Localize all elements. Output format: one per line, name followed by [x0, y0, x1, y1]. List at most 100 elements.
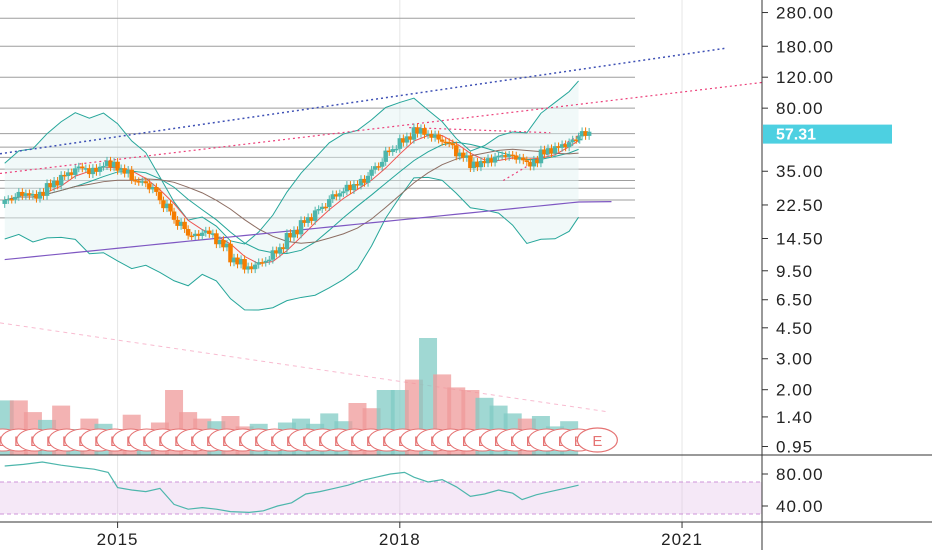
candle-body[interactable]: [62, 174, 67, 177]
candle-body[interactable]: [415, 127, 420, 134]
candle-body[interactable]: [341, 191, 346, 194]
candle-body[interactable]: [122, 168, 127, 174]
candle-body[interactable]: [136, 181, 142, 183]
candle-body[interactable]: [154, 187, 159, 192]
candle-body[interactable]: [586, 131, 592, 136]
candle-body[interactable]: [235, 257, 240, 265]
candle-body[interactable]: [185, 229, 191, 236]
candle-body[interactable]: [73, 168, 78, 175]
candle-body[interactable]: [140, 181, 145, 183]
candle-body[interactable]: [521, 157, 526, 161]
candle-body[interactable]: [563, 144, 568, 148]
candle-body[interactable]: [288, 232, 293, 238]
candle-body[interactable]: [579, 131, 585, 137]
candle-body[interactable]: [129, 169, 134, 180]
candle-body[interactable]: [355, 184, 360, 186]
candle-body[interactable]: [549, 148, 554, 154]
candle-body[interactable]: [577, 138, 582, 141]
candle-body[interactable]: [157, 191, 163, 201]
candle-body[interactable]: [337, 193, 343, 197]
candle-body[interactable]: [348, 184, 353, 191]
candle-body[interactable]: [471, 161, 477, 169]
candle-body[interactable]: [97, 166, 103, 172]
candle-body[interactable]: [583, 131, 588, 136]
candle-body[interactable]: [55, 180, 60, 186]
oscillator-axis[interactable]: 80.00 40.00: [762, 465, 824, 516]
candle-body[interactable]: [249, 266, 254, 270]
candle-body[interactable]: [143, 181, 149, 184]
candle-body[interactable]: [327, 199, 332, 208]
candle-body[interactable]: [372, 166, 378, 170]
candle-body[interactable]: [178, 221, 184, 226]
candle-body[interactable]: [323, 206, 328, 209]
candle-body[interactable]: [334, 194, 339, 197]
candle-body[interactable]: [132, 179, 138, 182]
trendline-blue-dotted[interactable]: [0, 47, 725, 155]
candle-body[interactable]: [316, 209, 321, 211]
trendline-pink-faint[interactable]: [0, 322, 607, 413]
candle-body[interactable]: [238, 259, 244, 265]
candle-body[interactable]: [51, 180, 57, 188]
candle-body[interactable]: [418, 128, 424, 134]
candle-body[interactable]: [221, 239, 226, 248]
candle-body[interactable]: [83, 168, 89, 170]
candle-body[interactable]: [450, 143, 455, 146]
candle-body[interactable]: [210, 233, 216, 235]
candle-body[interactable]: [531, 159, 537, 167]
candle-body[interactable]: [379, 161, 385, 167]
candle-body[interactable]: [147, 183, 152, 190]
candle-body[interactable]: [108, 160, 113, 168]
price-axis[interactable]: 280.00 180.00 120.00 80.00 35.00 22.50 14.50 9.…: [761, 0, 892, 550]
candle-body[interactable]: [203, 230, 209, 233]
candle-body[interactable]: [252, 264, 258, 270]
candle-body[interactable]: [125, 169, 131, 174]
candle-body[interactable]: [454, 145, 459, 157]
candle-body[interactable]: [58, 174, 64, 186]
trendline-resistance[interactable]: [409, 127, 551, 134]
candle-body[interactable]: [284, 232, 290, 250]
candle-body[interactable]: [503, 155, 508, 157]
candle-body[interactable]: [214, 233, 219, 245]
candle-body[interactable]: [80, 166, 85, 169]
candle-body[interactable]: [538, 149, 544, 164]
candle-body[interactable]: [464, 155, 470, 158]
candle-body[interactable]: [27, 193, 32, 196]
candle-body[interactable]: [298, 220, 304, 235]
candle-body[interactable]: [411, 127, 417, 140]
candle-body[interactable]: [386, 150, 392, 153]
candle-body[interactable]: [104, 160, 110, 166]
candle-body[interactable]: [305, 217, 311, 223]
candle-body[interactable]: [566, 142, 572, 148]
candle-body[interactable]: [76, 166, 82, 169]
candle-body[interactable]: [5, 198, 11, 201]
candle-body[interactable]: [556, 146, 561, 148]
candle-body[interactable]: [439, 139, 445, 142]
candle-body[interactable]: [397, 138, 403, 149]
candle-body[interactable]: [242, 259, 247, 270]
candle-body[interactable]: [259, 262, 265, 264]
candle-body[interactable]: [475, 161, 480, 168]
candle-body[interactable]: [422, 128, 427, 135]
candle-body[interactable]: [37, 191, 43, 199]
candle-body[interactable]: [492, 156, 498, 163]
candle-body[interactable]: [573, 139, 579, 141]
candle-body[interactable]: [524, 160, 530, 163]
candle-body[interactable]: [295, 230, 300, 235]
candle-body[interactable]: [482, 160, 487, 164]
candle-body[interactable]: [13, 196, 18, 200]
candle-body[interactable]: [161, 200, 166, 209]
volume-bar[interactable]: [419, 338, 438, 455]
candle-body[interactable]: [182, 221, 187, 230]
candle-body[interactable]: [436, 134, 441, 140]
candle-body[interactable]: [351, 184, 357, 191]
candle-body[interactable]: [478, 160, 484, 168]
candle-body[interactable]: [263, 260, 269, 263]
candle-body[interactable]: [34, 193, 39, 199]
next-earnings-marker[interactable]: [576, 427, 618, 453]
oscillator-line[interactable]: [4, 461, 579, 514]
candle-body[interactable]: [168, 203, 173, 212]
candle-body[interactable]: [175, 219, 180, 226]
candle-body[interactable]: [576, 136, 581, 139]
candle-body[interactable]: [9, 198, 15, 201]
